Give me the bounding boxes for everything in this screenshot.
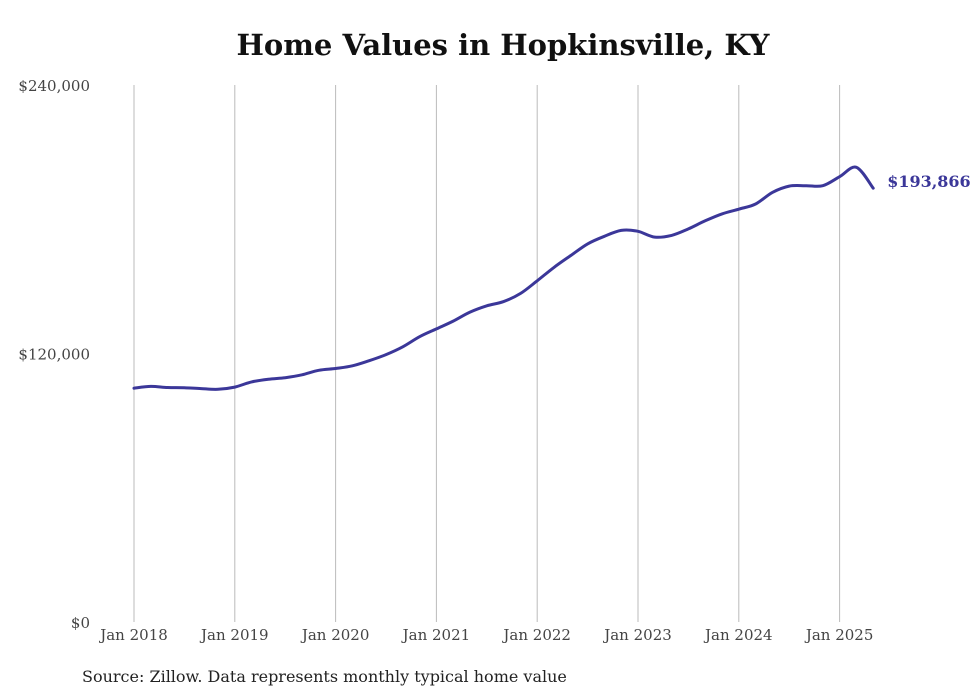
x-axis-ticks: Jan 2018 Jan 2019 Jan 2020 Jan 2021 Jan 2022… xyxy=(98,626,873,644)
x-tick-label: Jan 2023 xyxy=(602,626,672,644)
series-line xyxy=(132,165,875,391)
x-tick-label: Jan 2018 xyxy=(98,626,168,644)
x-tick-label: Jan 2019 xyxy=(199,626,269,644)
chart-title: Home Values in Hopkinsville, KY xyxy=(236,28,770,62)
x-tick-label: Jan 2025 xyxy=(804,626,874,644)
source-note: Source: Zillow. Data represents monthly … xyxy=(82,667,567,686)
y-tick-label: $120,000 xyxy=(18,346,90,364)
y-tick-label: $240,000 xyxy=(18,77,90,95)
end-value-label: $193,866 xyxy=(887,172,971,191)
x-tick-label: Jan 2020 xyxy=(300,626,370,644)
x-tick-label: Jan 2022 xyxy=(501,626,571,644)
y-tick-label: $0 xyxy=(71,614,90,632)
y-axis-ticks: $0 $120,000 $240,000 xyxy=(18,77,90,632)
x-tick-label: Jan 2021 xyxy=(401,626,471,644)
gridlines xyxy=(133,85,841,622)
x-tick-label: Jan 2024 xyxy=(703,626,773,644)
series-layer: $193,866 xyxy=(132,165,971,391)
